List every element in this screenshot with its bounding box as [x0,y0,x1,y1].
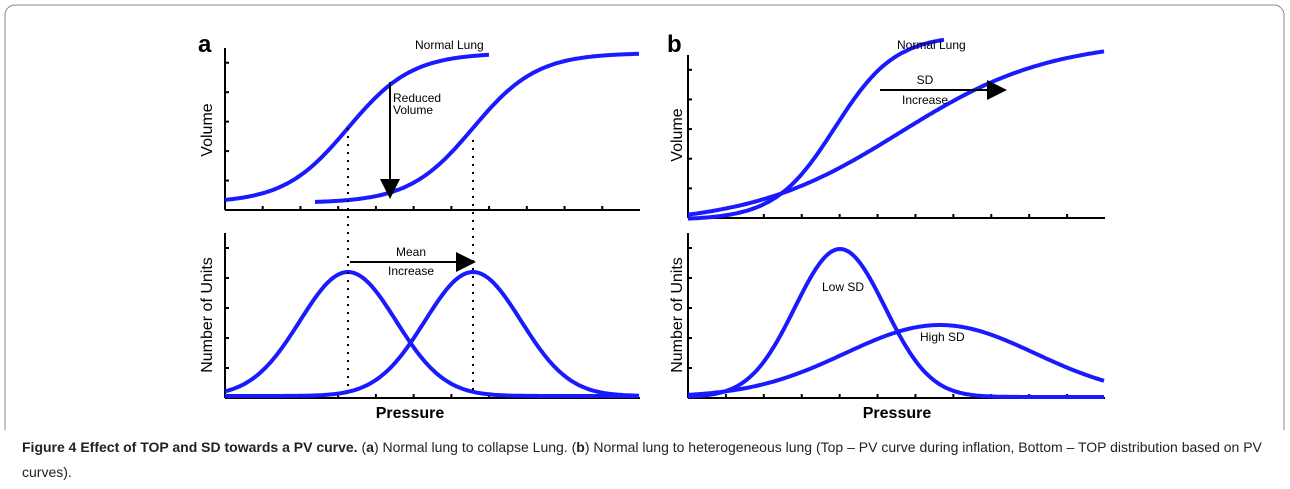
curves [224,37,1105,399]
caption-text: a [366,439,374,455]
y-label: Volume [669,108,686,161]
curve [687,37,945,221]
y-label: Volume [199,103,216,156]
frame [4,4,1285,430]
caption-text: ( [361,439,367,455]
caption-text: ) Normal lung to collapse Lung. ( [373,439,577,455]
arrow-label: Increase [902,93,948,107]
caption-text: b [576,439,585,455]
arrow-label: Increase [388,264,434,278]
curve-label: High SD [920,330,965,344]
arrows [350,80,1007,272]
curve [687,49,1105,217]
arrow-label: Mean [396,245,426,259]
caption-text: ) Normal lung to heterogeneous lung (Top… [22,439,1262,480]
curve [225,269,640,398]
curve [687,323,1105,397]
curve [315,51,640,204]
panel-label: a [198,31,212,58]
caption: Figure 4 Effect of TOP and SD towards a … [22,435,1272,485]
curve-label: Low SD [822,280,864,294]
guides [347,128,474,392]
y-label: Number of Units [199,257,216,373]
curve-label: Normal Lung [897,38,966,52]
curve [224,270,639,398]
curve-label: Normal Lung [415,38,484,52]
caption-title: Figure 4 Effect of TOP and SD towards a … [22,439,358,455]
arrow-label: SD [917,73,934,87]
figure: a b Volume Number of Units Volume Number… [4,4,1285,430]
curve [687,246,1104,399]
y-label: Number of Units [669,257,686,373]
x-label: Pressure [376,405,445,422]
axes [224,48,1105,399]
arrow-label: Reduced [393,91,441,105]
curve [224,52,490,202]
arrow-label: Volume [393,103,433,117]
x-label: Pressure [863,405,932,422]
panel-label: b [667,31,682,58]
